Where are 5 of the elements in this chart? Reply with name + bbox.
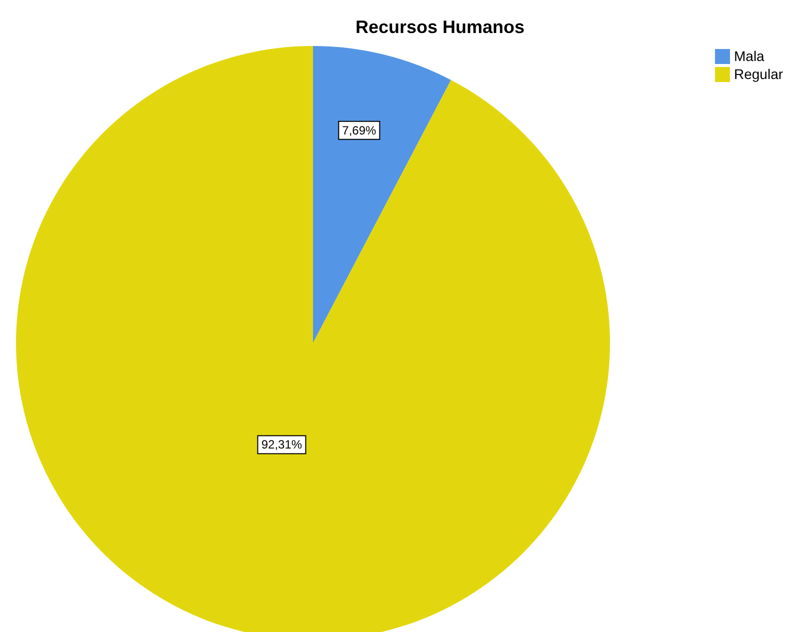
data-label: 7,69% bbox=[342, 123, 376, 138]
data-label: 92,31% bbox=[261, 438, 302, 452]
chart-title: Recursos Humanos bbox=[354, 17, 526, 38]
legend-label: Regular bbox=[734, 66, 784, 82]
legend-label: Mala bbox=[734, 48, 764, 64]
